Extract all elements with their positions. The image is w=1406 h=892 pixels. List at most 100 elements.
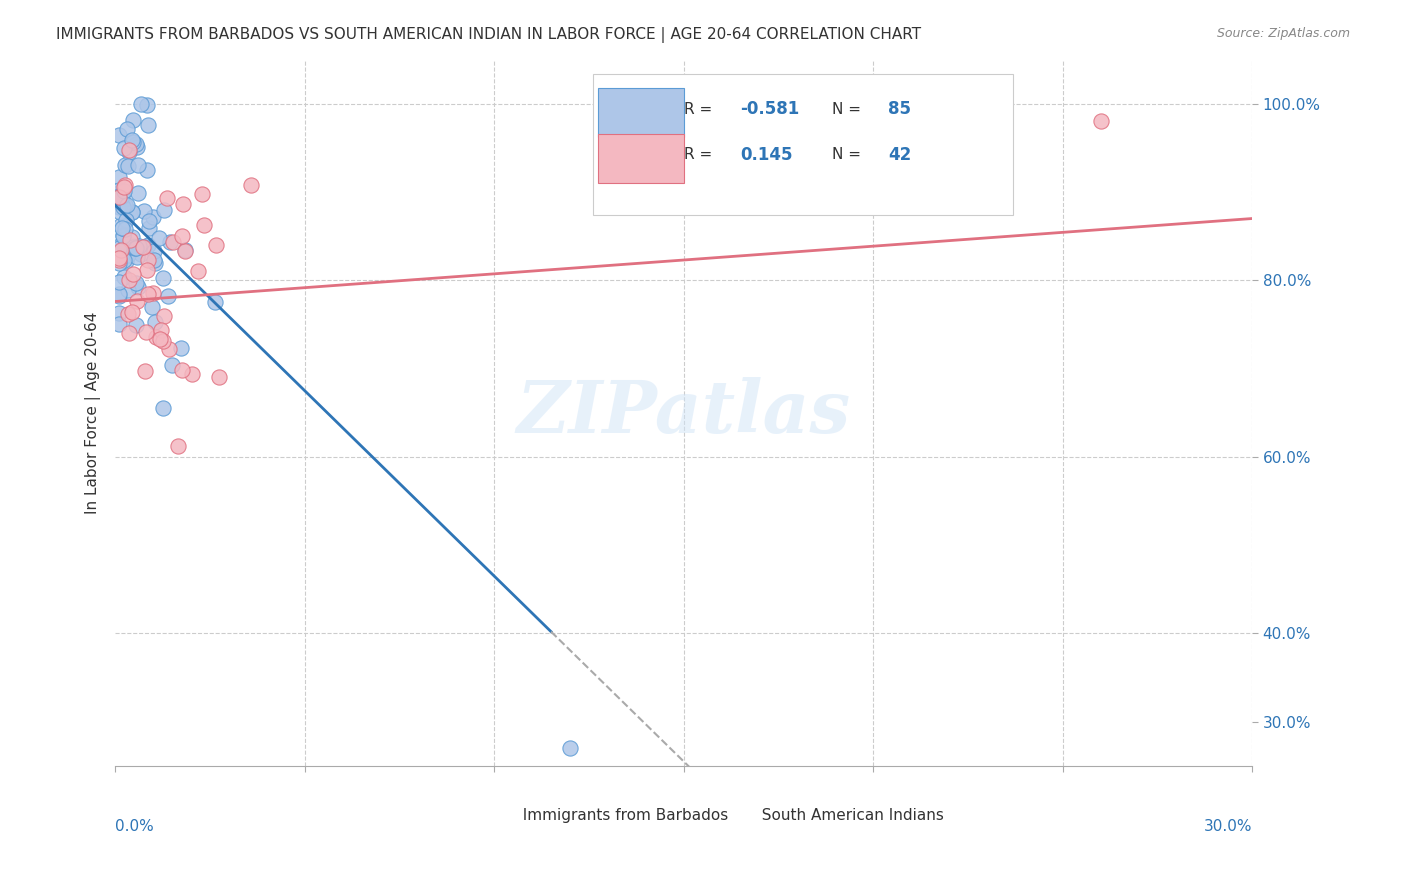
Point bbox=[153, 310, 176, 324]
Point bbox=[108, 318, 131, 332]
Point bbox=[153, 203, 176, 218]
Point bbox=[136, 238, 159, 252]
Point bbox=[187, 264, 209, 278]
Text: 42: 42 bbox=[889, 146, 911, 164]
Point bbox=[174, 243, 197, 257]
Point bbox=[136, 118, 159, 132]
Point bbox=[108, 289, 131, 303]
Point bbox=[110, 205, 132, 219]
Point bbox=[125, 250, 148, 264]
Point bbox=[114, 178, 136, 192]
Point bbox=[143, 256, 166, 270]
Point bbox=[124, 241, 146, 255]
Point bbox=[108, 287, 131, 301]
Point bbox=[136, 286, 159, 301]
Point bbox=[157, 289, 180, 303]
Text: N =: N = bbox=[831, 102, 866, 117]
Point bbox=[122, 113, 145, 128]
Point bbox=[117, 283, 139, 297]
Point bbox=[114, 253, 136, 268]
Point bbox=[172, 228, 194, 243]
Point bbox=[108, 241, 131, 255]
Text: 0.145: 0.145 bbox=[741, 146, 793, 164]
Point bbox=[112, 253, 135, 268]
Point bbox=[121, 205, 143, 219]
Text: Immigrants from Barbados: Immigrants from Barbados bbox=[513, 808, 728, 822]
Point bbox=[167, 439, 190, 453]
Point bbox=[121, 133, 143, 147]
Point bbox=[193, 218, 215, 232]
Point bbox=[125, 241, 148, 255]
Point bbox=[152, 334, 174, 348]
Point bbox=[118, 326, 141, 340]
Point bbox=[205, 238, 228, 252]
Point bbox=[110, 243, 132, 257]
Point bbox=[120, 237, 142, 252]
Point bbox=[108, 251, 131, 265]
Text: IMMIGRANTS FROM BARBADOS VS SOUTH AMERICAN INDIAN IN LABOR FORCE | AGE 20-64 COR: IMMIGRANTS FROM BARBADOS VS SOUTH AMERIC… bbox=[56, 27, 921, 43]
Text: Source: ZipAtlas.com: Source: ZipAtlas.com bbox=[1216, 27, 1350, 40]
Text: 30.0%: 30.0% bbox=[1204, 819, 1253, 834]
Point bbox=[162, 235, 184, 249]
Point bbox=[135, 263, 157, 277]
Point bbox=[145, 330, 167, 344]
Point bbox=[135, 98, 157, 112]
Point bbox=[112, 270, 135, 285]
Point bbox=[148, 231, 170, 245]
Point bbox=[121, 135, 143, 149]
Point bbox=[136, 162, 159, 177]
Text: N =: N = bbox=[831, 147, 866, 162]
Point bbox=[127, 280, 149, 294]
Point bbox=[108, 169, 131, 184]
Point bbox=[204, 295, 226, 310]
Point bbox=[127, 159, 149, 173]
FancyBboxPatch shape bbox=[599, 87, 683, 137]
Point bbox=[122, 240, 145, 254]
Point bbox=[125, 293, 148, 308]
Point bbox=[112, 184, 135, 198]
Point bbox=[142, 285, 165, 300]
Point bbox=[129, 246, 152, 260]
FancyBboxPatch shape bbox=[593, 74, 1014, 215]
Point bbox=[117, 307, 139, 321]
Point bbox=[114, 222, 136, 236]
Text: South American Indians: South American Indians bbox=[752, 808, 943, 822]
Point bbox=[121, 304, 143, 318]
Point bbox=[117, 198, 139, 212]
Point bbox=[108, 185, 131, 199]
Point bbox=[1090, 114, 1112, 128]
Point bbox=[172, 197, 194, 211]
Point bbox=[108, 190, 131, 204]
Point bbox=[157, 342, 180, 356]
Point bbox=[143, 244, 166, 258]
Point bbox=[138, 252, 160, 267]
Point bbox=[128, 239, 150, 253]
Point bbox=[108, 189, 131, 203]
Point bbox=[111, 189, 134, 203]
Point bbox=[143, 315, 166, 329]
Point bbox=[170, 341, 193, 355]
Point bbox=[134, 239, 156, 253]
Point bbox=[240, 178, 263, 193]
Point bbox=[160, 359, 183, 373]
Point bbox=[125, 136, 148, 151]
Point bbox=[159, 235, 181, 249]
Point bbox=[114, 197, 136, 211]
Point bbox=[134, 364, 156, 378]
Point bbox=[181, 367, 204, 381]
Point bbox=[108, 256, 131, 270]
Point bbox=[117, 273, 139, 287]
Point bbox=[141, 300, 163, 314]
Y-axis label: In Labor Force | Age 20-64: In Labor Force | Age 20-64 bbox=[86, 311, 101, 514]
Point bbox=[190, 187, 212, 202]
Text: R =: R = bbox=[683, 102, 717, 117]
Point bbox=[112, 227, 135, 242]
Point bbox=[156, 192, 179, 206]
Point bbox=[132, 203, 155, 218]
Point bbox=[117, 159, 139, 173]
Point bbox=[110, 218, 132, 232]
Point bbox=[132, 240, 155, 254]
Point bbox=[149, 323, 172, 337]
Text: 85: 85 bbox=[889, 100, 911, 118]
Point bbox=[112, 228, 135, 243]
